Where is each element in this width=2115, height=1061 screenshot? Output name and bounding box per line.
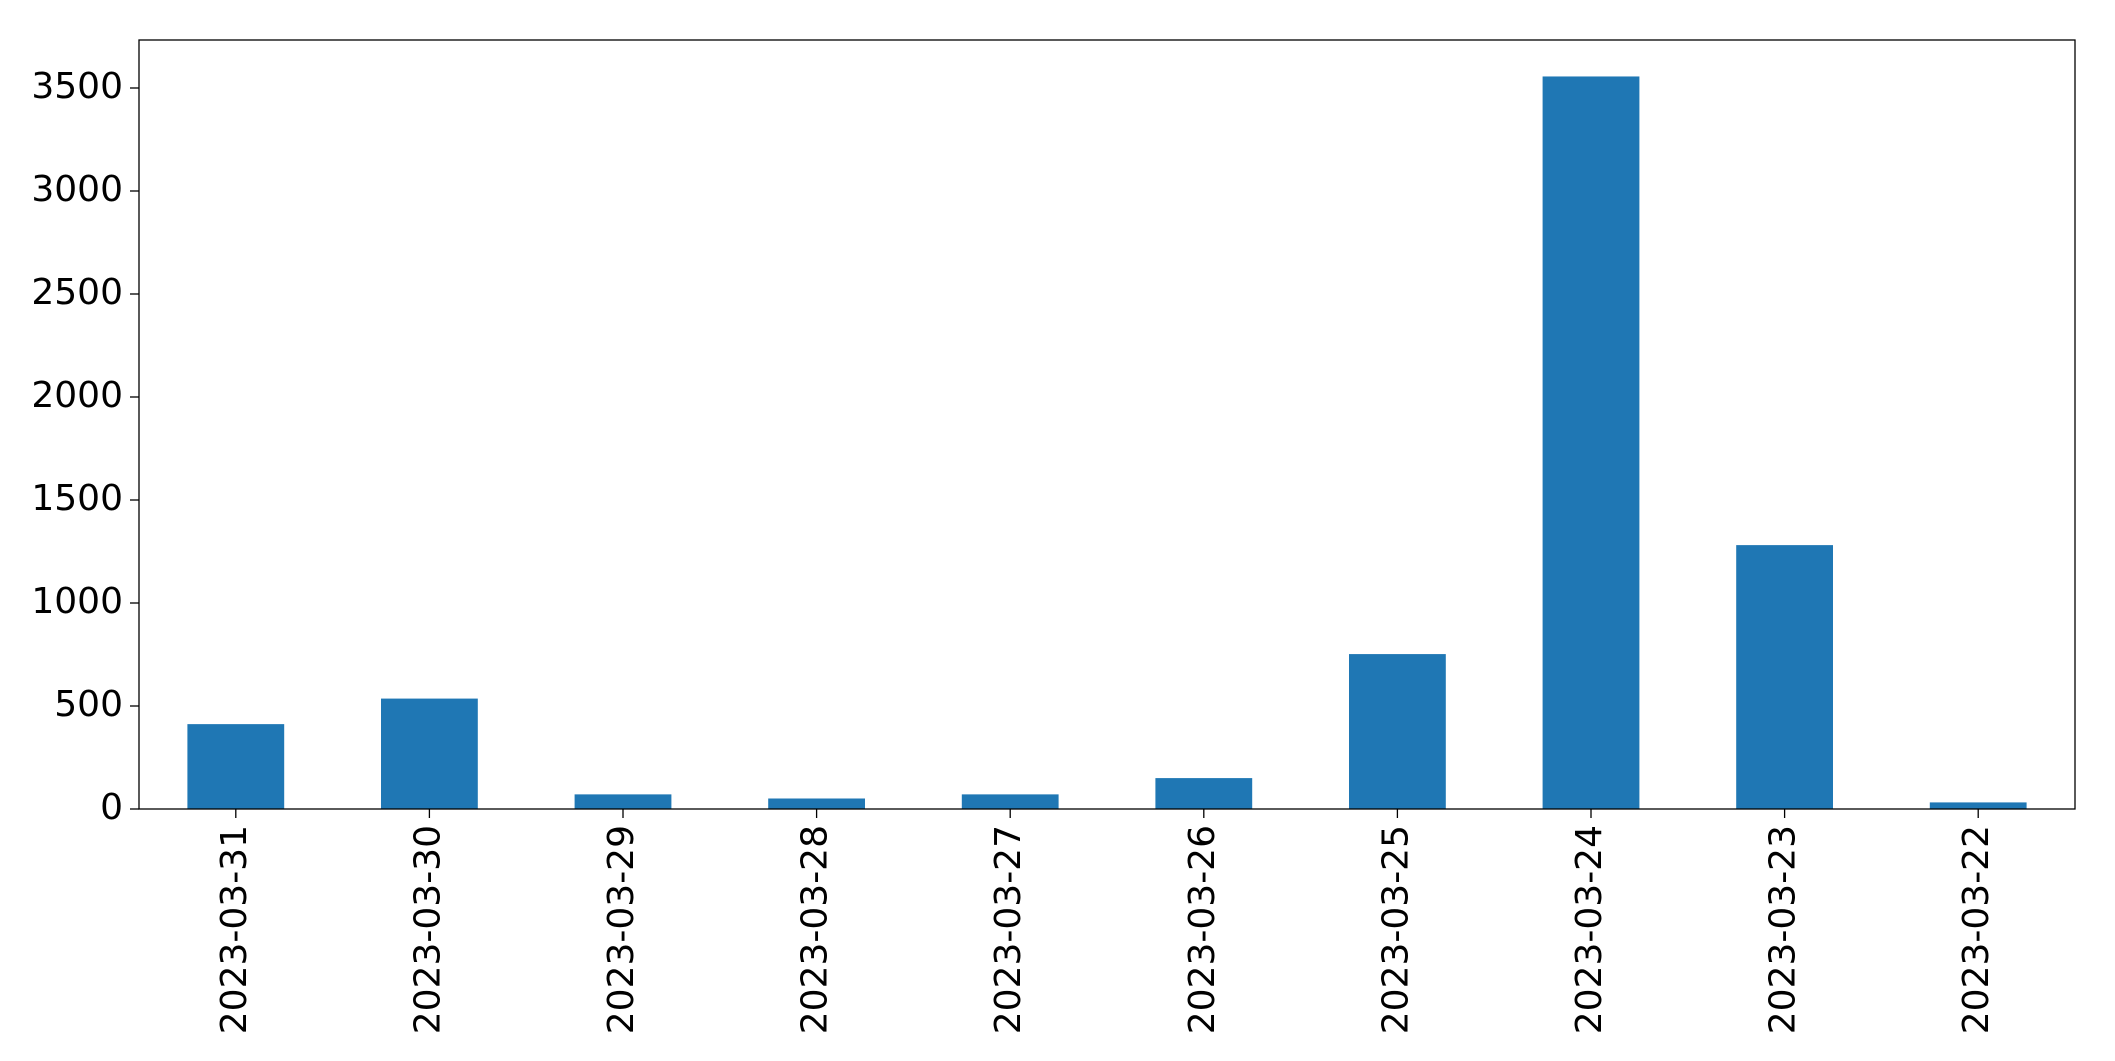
bar: [768, 798, 865, 809]
y-tick-label: 0: [100, 787, 123, 828]
x-tick-label: 2023-03-26: [1182, 825, 1223, 1034]
y-tick-label: 3500: [31, 66, 123, 107]
y-tick-label: 500: [54, 684, 123, 725]
plot-frame: [138, 39, 2076, 810]
bar: [961, 794, 1059, 809]
bar: [1736, 545, 1833, 809]
bar: [1155, 778, 1253, 809]
x-tick-label: 2023-03-31: [214, 825, 255, 1034]
bar: [1349, 654, 1446, 809]
x-tick-label: 2023-03-22: [1956, 825, 1997, 1034]
y-tick-label: 3000: [31, 169, 123, 210]
x-tick-label: 2023-03-25: [1375, 825, 1416, 1034]
bar: [1542, 76, 1640, 809]
bar: [1929, 802, 2027, 809]
bar: [574, 794, 672, 809]
x-tick-label: 2023-03-28: [795, 825, 836, 1034]
y-tick-label: 2500: [31, 272, 123, 313]
x-tick-label: 2023-03-30: [407, 825, 448, 1034]
y-tick-label: 1500: [31, 478, 123, 519]
x-tick-label: 2023-03-24: [1569, 825, 1610, 1034]
y-tick-label: 2000: [31, 375, 123, 416]
x-tick-label: 2023-03-29: [601, 825, 642, 1034]
x-tick-label: 2023-03-27: [988, 825, 1029, 1034]
x-tick-label: 2023-03-23: [1763, 825, 1804, 1034]
bar: [187, 724, 285, 809]
bar: [381, 698, 478, 809]
y-tick-label: 1000: [31, 581, 123, 622]
